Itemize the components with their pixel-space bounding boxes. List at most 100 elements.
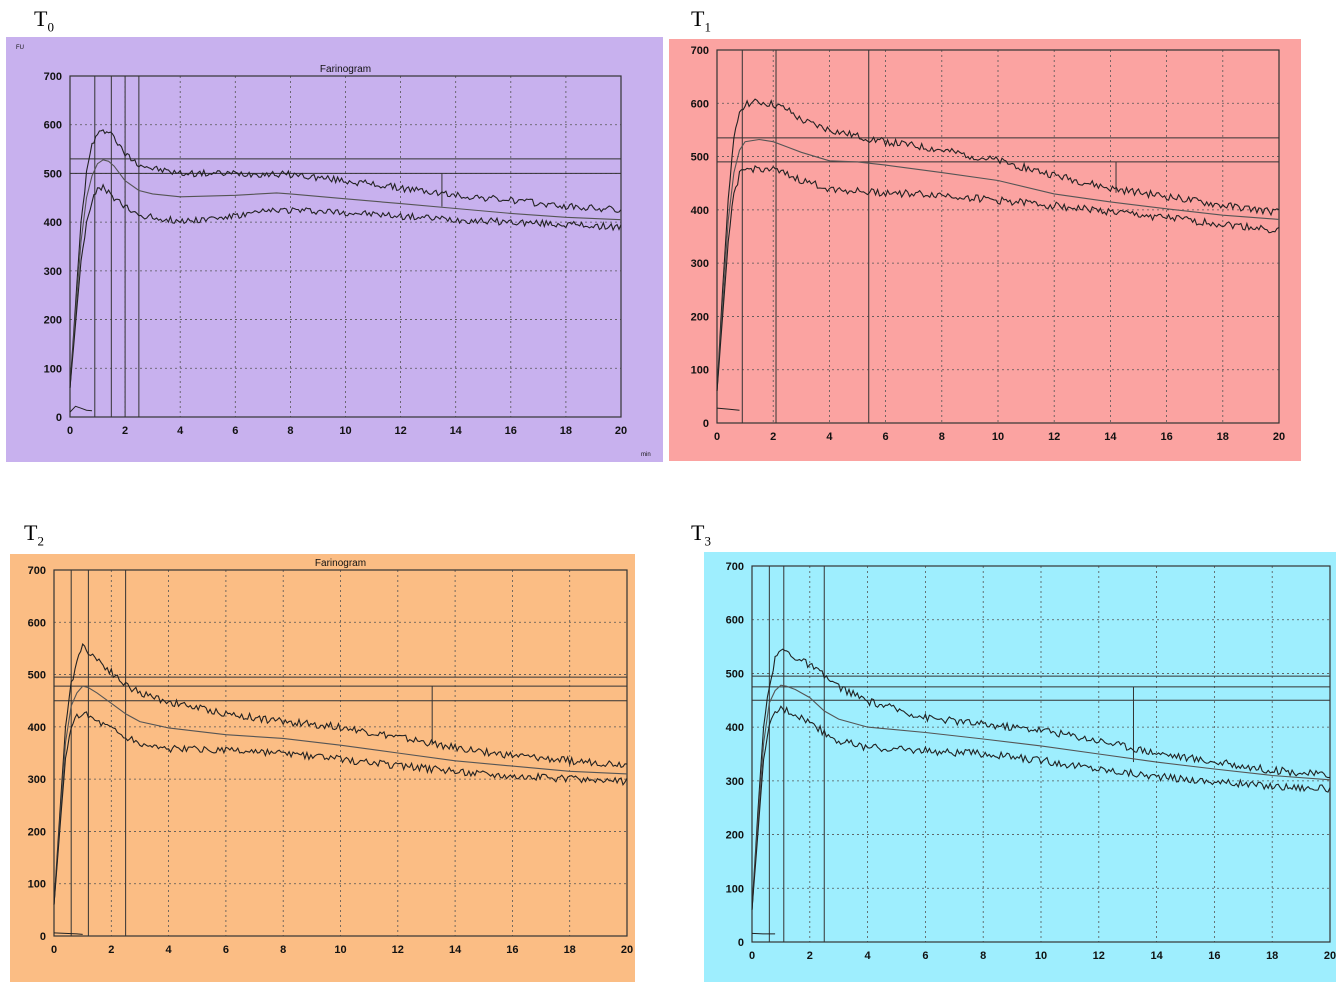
x-tick-label: 16	[1208, 950, 1220, 962]
series-line	[716, 407, 740, 411]
panel-label-sub: 3	[704, 533, 711, 549]
y-tick-label: 400	[44, 217, 62, 229]
x-tick-label: 16	[505, 425, 517, 437]
y-tick-label: 300	[726, 776, 744, 788]
x-tick-label: 6	[922, 950, 928, 962]
series-line	[53, 711, 628, 905]
x-tick-label: 8	[280, 944, 286, 956]
x-tick-label: 10	[334, 944, 346, 956]
x-tick-label: 12	[1093, 950, 1105, 962]
y-tick-label: 500	[691, 152, 709, 164]
y-tick-label: 200	[726, 830, 744, 842]
y-tick-label: 200	[44, 315, 62, 327]
plot-frame	[751, 565, 1331, 943]
plot-frame	[716, 49, 1280, 424]
x-tick-label: 12	[394, 425, 406, 437]
x-tick-label: 18	[564, 944, 576, 956]
x-tick-label: 8	[287, 425, 293, 437]
y-tick-label: 700	[691, 45, 709, 57]
y-tick-label: 600	[726, 615, 744, 627]
y-tick-label: 200	[691, 311, 709, 323]
panel-label-t3: T3	[691, 520, 711, 549]
farinogram-chart-t2: 0 2 4 6 8 10 12 14 16 18 20 0 100 200 300 400 500 600 700 F…	[10, 554, 635, 982]
x-tick-label: 10	[339, 425, 351, 437]
series-line	[751, 684, 1331, 910]
y-tick-label: 100	[28, 879, 46, 891]
series-line	[716, 164, 1280, 392]
x-tick-label: 6	[883, 431, 889, 443]
x-tick-label: 16	[506, 944, 518, 956]
x-tick-label: 4	[166, 944, 173, 956]
y-tick-label: 700	[44, 71, 62, 83]
y-tick-label: 500	[28, 670, 46, 682]
y-tick-label: 100	[691, 365, 709, 377]
x-tick-label: 12	[1048, 431, 1060, 443]
x-tick-label: 0	[749, 950, 755, 962]
chart-background	[10, 554, 635, 982]
x-tick-label: 8	[939, 431, 945, 443]
x-tick-label: 16	[1160, 431, 1172, 443]
x-tick-label: 2	[108, 944, 114, 956]
y-unit-label: FU	[16, 45, 24, 51]
y-tick-label: 700	[28, 565, 46, 577]
x-tick-label: 14	[1104, 431, 1117, 443]
series-line	[751, 648, 1331, 910]
x-tick-label: 6	[223, 944, 229, 956]
series-line	[69, 129, 622, 388]
x-tick-label: 0	[714, 431, 720, 443]
x-tick-label: 10	[1035, 950, 1047, 962]
series-line	[69, 405, 93, 413]
panel-label-sub: 2	[37, 533, 44, 549]
y-tick-label: 400	[691, 205, 709, 217]
chart-svg: 0 2 4 6 8 10 12 14 16 18 200100200300400500600700F…	[10, 554, 635, 982]
x-tick-label: 2	[122, 425, 128, 437]
series-line	[53, 932, 83, 935]
x-tick-label: 0	[51, 944, 57, 956]
chart-background	[669, 39, 1301, 461]
y-tick-label: 300	[691, 258, 709, 270]
panel-label-main: T	[24, 520, 38, 545]
chart-background	[6, 37, 663, 462]
chart-title: Farinogram	[320, 64, 371, 75]
y-tick-label: 500	[44, 168, 62, 180]
y-tick-label: 0	[56, 412, 62, 424]
chart-title: Farinogram	[315, 558, 366, 569]
x-tick-label: 20	[615, 425, 627, 437]
plot-frame	[53, 569, 628, 937]
x-tick-label: 2	[807, 950, 813, 962]
x-unit-label: min	[641, 452, 651, 458]
panel-label-main: T	[691, 6, 705, 31]
series-line	[69, 183, 622, 388]
y-tick-label: 200	[28, 826, 46, 838]
y-tick-label: 500	[726, 668, 744, 680]
series-line	[69, 159, 622, 388]
panel-label-t1: T1	[691, 6, 711, 34]
panel-label-t0: T0	[34, 8, 54, 35]
chart-background	[704, 552, 1336, 982]
y-tick-label: 0	[40, 931, 46, 943]
series-line	[53, 685, 628, 905]
series-line	[716, 98, 1280, 392]
x-tick-label: 0	[67, 425, 73, 437]
farinogram-chart-t3: 0 2 4 6 8 10 12 14 16 18 20 0 100 200 300 400 500 600 700	[704, 552, 1336, 982]
plot-frame	[69, 75, 622, 418]
y-tick-label: 400	[28, 722, 46, 734]
y-tick-label: 300	[28, 774, 46, 786]
x-tick-label: 8	[980, 950, 986, 962]
farinogram-chart-t1: 0 2 4 6 8 10 12 14 16 18 20 0 100 200 300 400 500 600 700	[669, 39, 1301, 461]
x-tick-label: 4	[826, 431, 833, 443]
x-tick-label: 14	[450, 425, 463, 437]
x-tick-label: 4	[177, 425, 184, 437]
panel-label-sub: 0	[47, 19, 54, 35]
y-tick-label: 700	[726, 561, 744, 573]
series-line	[716, 138, 1280, 392]
y-tick-label: 600	[44, 120, 62, 132]
panel-label-main: T	[691, 520, 705, 545]
x-tick-label: 4	[865, 950, 872, 962]
series-line	[751, 705, 1331, 910]
x-tick-label: 18	[1266, 950, 1278, 962]
x-tick-label: 20	[1324, 950, 1336, 962]
y-tick-label: 300	[44, 266, 62, 278]
y-tick-label: 600	[691, 98, 709, 110]
